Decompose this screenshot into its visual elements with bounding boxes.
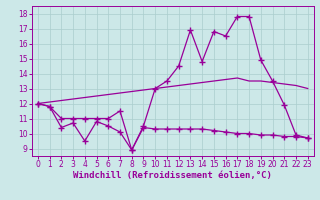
X-axis label: Windchill (Refroidissement éolien,°C): Windchill (Refroidissement éolien,°C) [73, 171, 272, 180]
